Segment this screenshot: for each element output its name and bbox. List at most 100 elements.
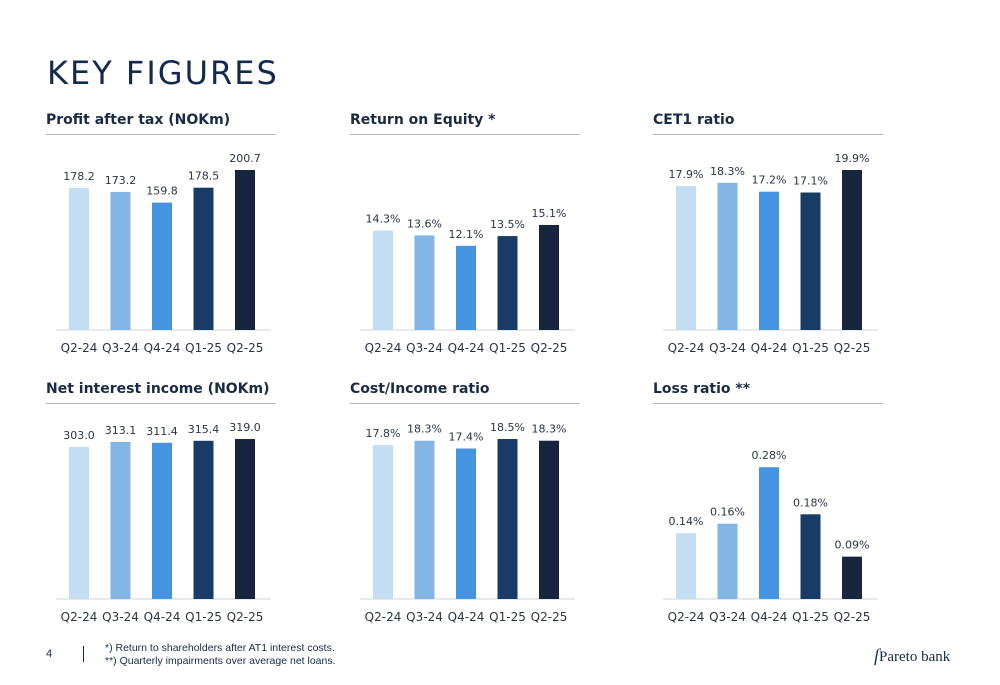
bar xyxy=(193,187,214,330)
data-label: 17.1% xyxy=(793,175,828,188)
bar xyxy=(800,514,821,599)
data-label: 311.4 xyxy=(146,425,178,438)
bar xyxy=(235,439,255,599)
pareto-bank-logo: ſPareto bank xyxy=(874,645,950,666)
x-tick-label: Q1-25 xyxy=(792,610,829,624)
x-tick-label: Q4-24 xyxy=(751,610,788,624)
chart-panel-cost-income: Cost/Income ratio 17.8% Q2-24 18.3% Q3-24 17… xyxy=(350,381,580,624)
bar xyxy=(69,187,89,330)
data-label: 313.1 xyxy=(105,424,137,437)
x-tick-label: Q2-25 xyxy=(227,610,264,624)
bar xyxy=(235,170,255,330)
data-label: 200.7 xyxy=(229,152,261,165)
data-label: 13.5% xyxy=(490,218,525,231)
x-tick-label: Q2-25 xyxy=(834,610,871,624)
bar xyxy=(759,467,779,599)
chart-panel-cet1: CET1 ratio 17.9% Q2-24 18.3% Q3-24 17.2% Q4-2… xyxy=(653,112,883,355)
chart-title: Net interest income (NOKm) xyxy=(46,381,270,397)
data-label: 0.18% xyxy=(793,496,828,509)
x-tick-label: Q1-25 xyxy=(185,341,222,355)
bar xyxy=(193,440,214,599)
data-label: 0.14% xyxy=(669,515,704,528)
x-tick-label: Q4-24 xyxy=(751,341,788,355)
data-label: 17.2% xyxy=(752,174,787,187)
bar xyxy=(373,445,393,599)
data-label: 14.3% xyxy=(366,213,401,226)
bar xyxy=(456,448,476,599)
bar xyxy=(842,170,862,330)
x-tick-label: Q4-24 xyxy=(144,610,181,624)
x-tick-label: Q2-24 xyxy=(365,341,402,355)
data-label: 0.09% xyxy=(835,539,870,552)
data-label: 173.2 xyxy=(105,174,137,187)
bar xyxy=(456,245,476,330)
title-divider xyxy=(653,134,883,135)
x-tick-label: Q3-24 xyxy=(406,610,443,624)
x-tick-label: Q3-24 xyxy=(406,341,443,355)
x-tick-label: Q4-24 xyxy=(448,610,485,624)
page-number: 4 xyxy=(46,648,53,660)
data-label: 18.3% xyxy=(710,165,745,178)
x-tick-label: Q1-25 xyxy=(489,610,526,624)
data-label: 13.6% xyxy=(407,217,442,230)
x-tick-label: Q2-24 xyxy=(668,610,705,624)
data-label: 19.9% xyxy=(835,152,870,165)
logo-text: Pareto bank xyxy=(879,649,951,665)
data-label: 17.9% xyxy=(669,168,704,181)
data-label: 178.5 xyxy=(188,170,220,183)
data-label: 178.2 xyxy=(63,170,95,183)
data-label: 0.16% xyxy=(710,506,745,519)
footnotes: *) Return to shareholders after AT1 inte… xyxy=(105,642,336,668)
bar xyxy=(414,235,435,330)
title-divider xyxy=(350,134,580,135)
data-label: 18.5% xyxy=(490,421,525,434)
chart-title: CET1 ratio xyxy=(653,112,735,128)
chart-title: Profit after tax (NOKm) xyxy=(46,112,231,128)
chart-title: Return on Equity * xyxy=(350,112,496,128)
title-divider xyxy=(350,403,580,404)
bar xyxy=(110,441,131,599)
bar xyxy=(414,440,435,599)
data-label: 18.3% xyxy=(532,423,567,436)
x-tick-label: Q3-24 xyxy=(102,610,139,624)
chart-title: Loss ratio ** xyxy=(653,381,751,397)
x-tick-label: Q2-24 xyxy=(61,341,98,355)
bar-chart: 0.14% Q2-24 0.16% Q3-24 0.28% Q4-24 0.18% Q1-25… xyxy=(663,449,878,624)
bar xyxy=(717,523,738,599)
x-tick-label: Q2-24 xyxy=(668,341,705,355)
x-tick-label: Q4-24 xyxy=(144,341,181,355)
page-title: KEY FIGURES xyxy=(47,54,279,92)
bar xyxy=(497,439,518,599)
x-tick-label: Q2-24 xyxy=(61,610,98,624)
x-tick-label: Q2-24 xyxy=(365,610,402,624)
chart-title: Cost/Income ratio xyxy=(350,381,490,397)
chart-panel-profit: Profit after tax (NOKm) 178.2 Q2-24 173.2 Q… xyxy=(46,112,276,355)
title-divider xyxy=(46,134,276,135)
bar xyxy=(152,442,172,599)
data-label: 12.1% xyxy=(449,228,484,241)
x-tick-label: Q1-25 xyxy=(185,610,222,624)
bar xyxy=(373,230,393,330)
bar xyxy=(539,440,559,599)
data-label: 18.3% xyxy=(407,423,442,436)
x-tick-label: Q3-24 xyxy=(709,341,746,355)
bar xyxy=(539,224,559,330)
bar xyxy=(69,447,89,599)
x-tick-label: Q1-25 xyxy=(489,341,526,355)
title-divider xyxy=(46,403,276,404)
x-tick-label: Q2-25 xyxy=(531,610,568,624)
bar xyxy=(110,191,131,330)
data-label: 303.0 xyxy=(63,429,95,442)
bar-chart: 17.8% Q2-24 18.3% Q3-24 17.4% Q4-24 18.5% Q1-25… xyxy=(360,421,575,624)
logo-mark-icon: ſ xyxy=(874,645,880,665)
x-tick-label: Q4-24 xyxy=(448,341,485,355)
x-tick-label: Q3-24 xyxy=(709,610,746,624)
bar xyxy=(842,556,862,599)
bar xyxy=(676,533,696,599)
x-tick-label: Q2-25 xyxy=(834,341,871,355)
chart-panel-roe: Return on Equity * 14.3% Q2-24 13.6% Q3-24 1… xyxy=(350,112,580,355)
data-label: 315.4 xyxy=(188,423,220,436)
bar xyxy=(152,202,172,330)
x-tick-label: Q2-25 xyxy=(531,341,568,355)
bar-chart: 17.9% Q2-24 18.3% Q3-24 17.2% Q4-24 17.1% Q1-25… xyxy=(663,152,878,355)
